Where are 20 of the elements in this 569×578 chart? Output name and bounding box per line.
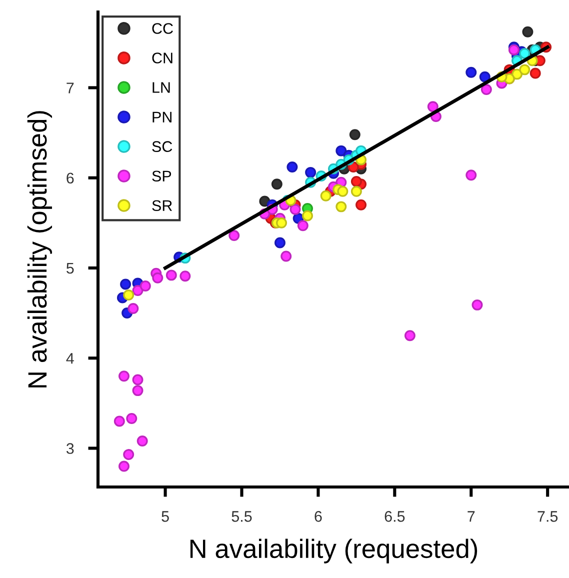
x-tick-label: 5 <box>162 511 169 522</box>
y-tick-label: 5 <box>66 263 74 274</box>
x-tick-label: 7 <box>468 511 475 522</box>
legend-label: SP <box>152 170 172 182</box>
x-tick-label: 6.5 <box>384 511 405 522</box>
y-tick-label: 4 <box>66 353 74 364</box>
legend-label: SC <box>152 141 172 152</box>
y-tick-label: 6 <box>66 172 74 184</box>
y-axis-title: N availability (optimsed) <box>27 111 52 388</box>
y-tick-label: 7 <box>66 82 74 94</box>
legend-label: SR <box>152 200 172 212</box>
legend-label: CN <box>152 52 172 64</box>
legend-label: PN <box>152 112 172 122</box>
x-tick-label: 7.5 <box>538 511 558 522</box>
x-tick-label: 5.5 <box>232 511 252 522</box>
legend-label: CC <box>152 23 173 34</box>
x-axis-title: N availability (requested) <box>190 538 478 564</box>
x-tick-label: 6 <box>314 511 322 522</box>
y-tick-label: 3 <box>66 443 74 454</box>
legend-label: LN <box>152 82 170 93</box>
